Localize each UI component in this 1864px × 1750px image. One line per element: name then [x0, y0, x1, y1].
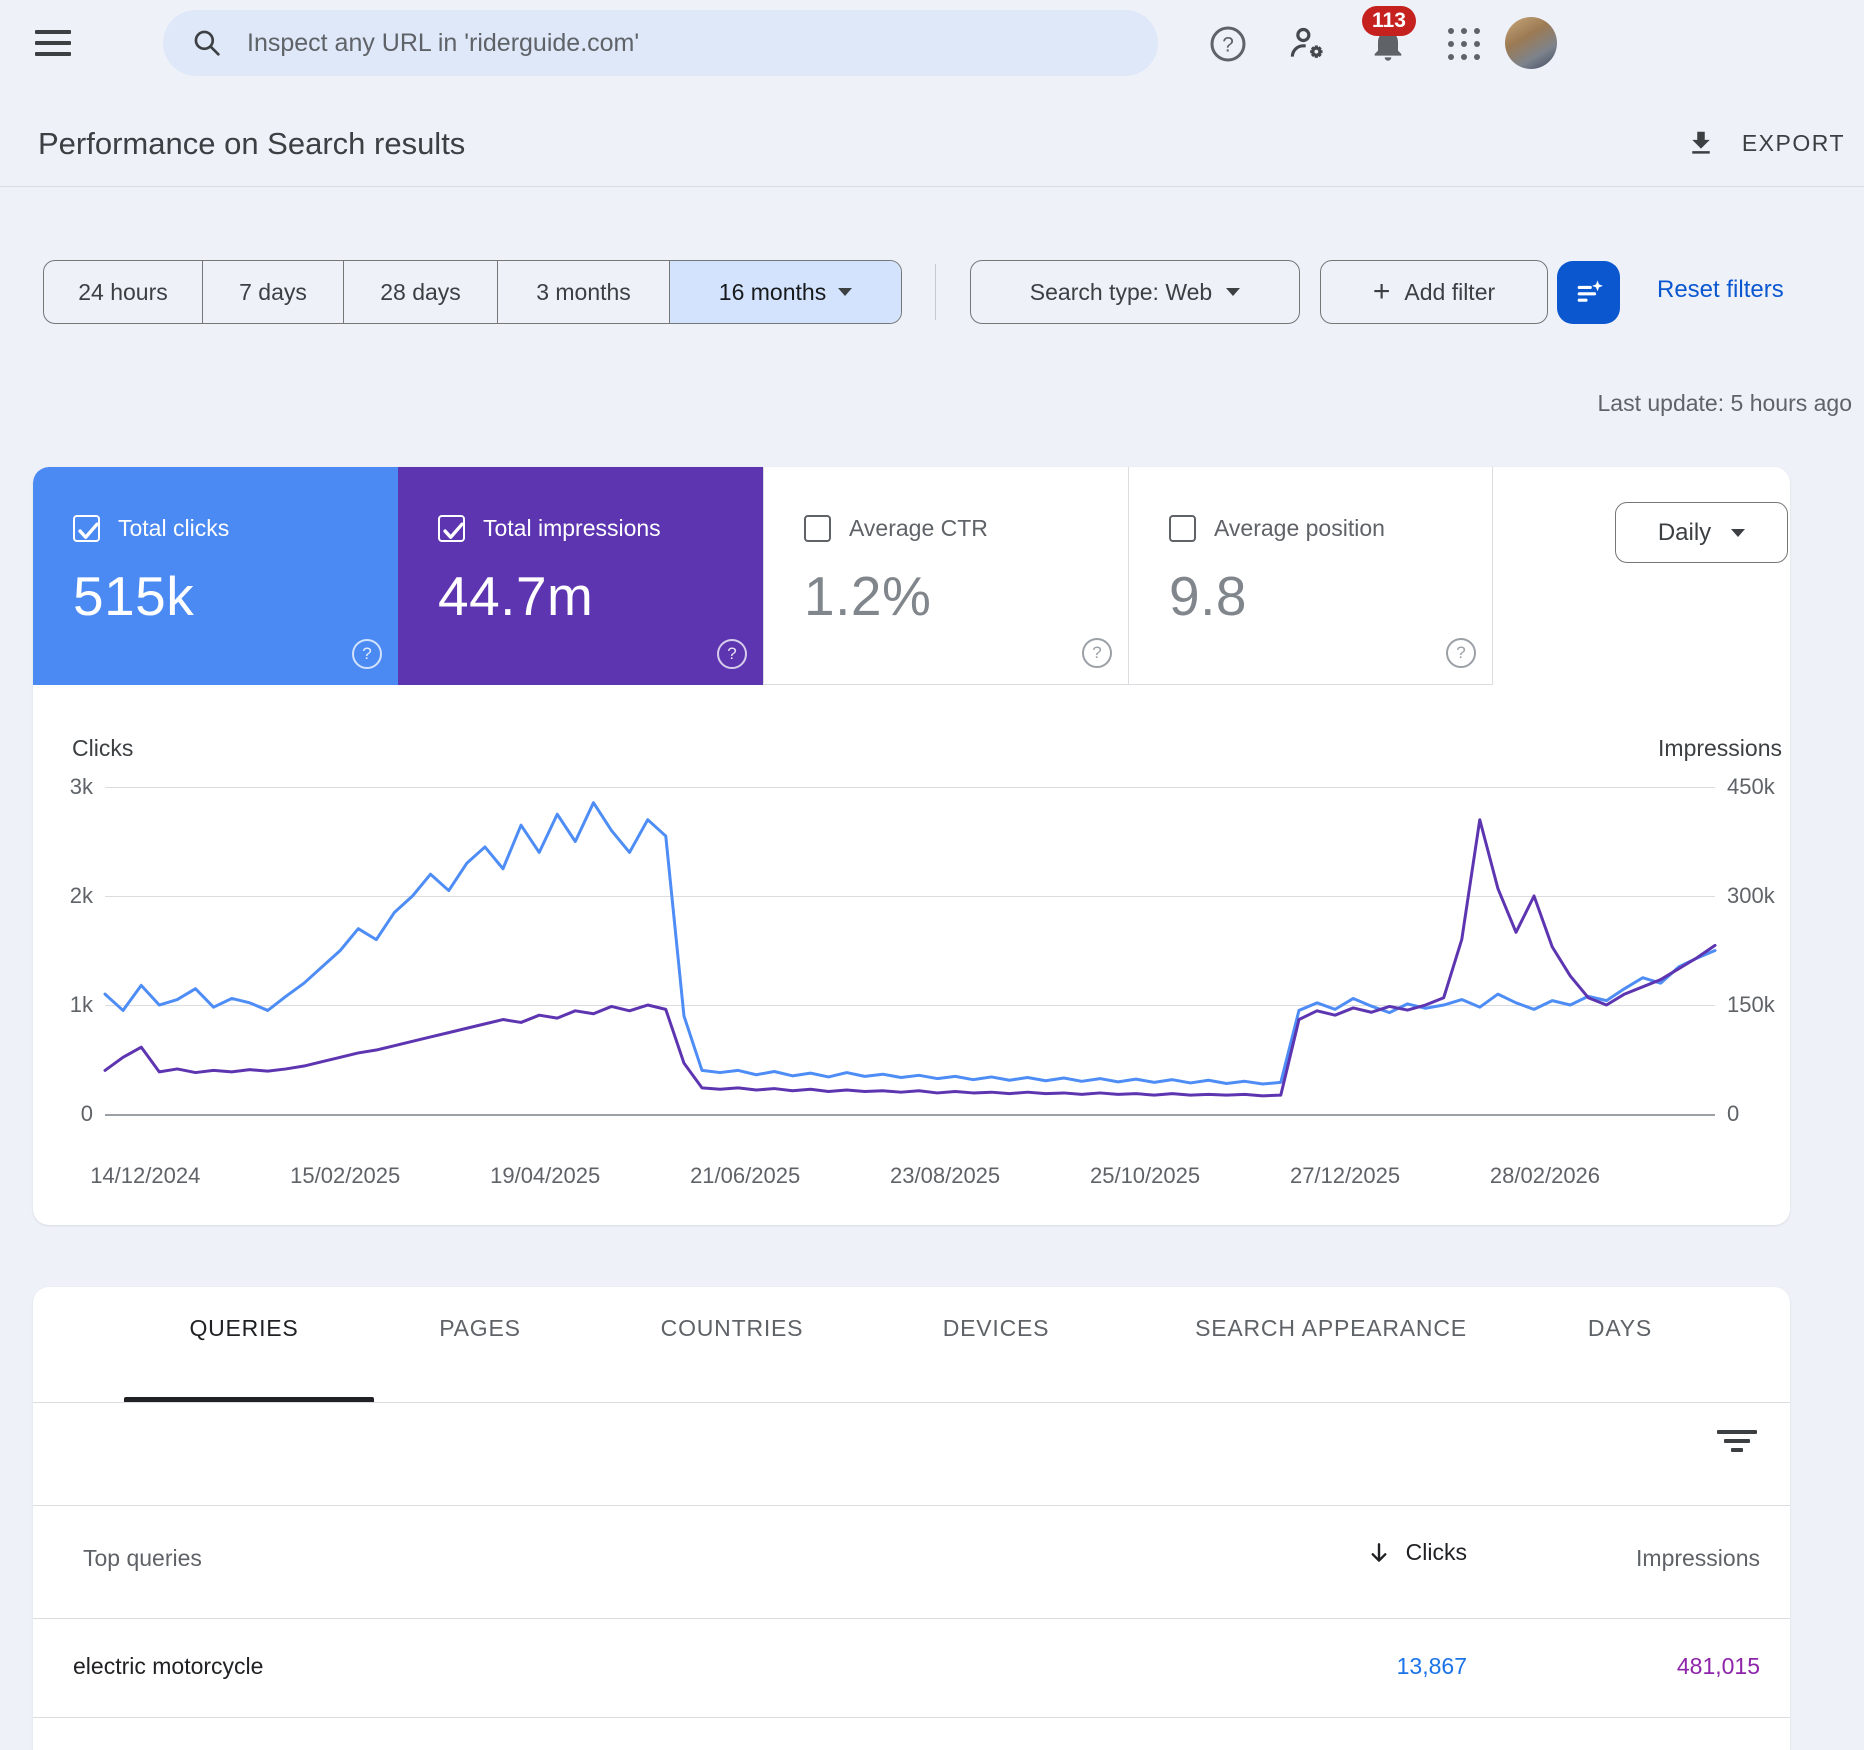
gridline: [105, 1114, 1715, 1116]
filter-settings-button[interactable]: [1557, 261, 1620, 324]
metric-value: 9.8: [1169, 564, 1492, 628]
x-axis-tick: 15/02/2025: [290, 1163, 400, 1189]
right-axis-tick: 450k: [1727, 774, 1775, 800]
left-axis-tick: 0: [81, 1101, 93, 1127]
date-range-24-hours[interactable]: 24 hours: [44, 261, 203, 323]
add-filter-label: Add filter: [1404, 279, 1495, 306]
apps-grid-icon[interactable]: [1444, 24, 1484, 64]
performance-chart-card: Total clicks 515k? Total impressions 44.7m?…: [33, 467, 1790, 1225]
search-icon: [191, 27, 223, 59]
series-line-impressions: [105, 820, 1715, 1096]
tab-search-appearance[interactable]: SEARCH APPEARANCE: [1195, 1315, 1467, 1342]
last-update-text: Last update: 5 hours ago: [1598, 390, 1852, 417]
left-axis-tick: 3k: [70, 774, 93, 800]
filter-sparkle-icon: [1572, 276, 1606, 310]
left-axis-tick: 1k: [70, 992, 93, 1018]
metric-card-total-clicks[interactable]: Total clicks 515k?: [33, 467, 398, 685]
x-axis-tick: 23/08/2025: [890, 1163, 1000, 1189]
notification-count-badge: 113: [1362, 6, 1416, 36]
chevron-down-icon: [1731, 529, 1745, 537]
tab-devices[interactable]: DEVICES: [943, 1315, 1050, 1342]
help-icon[interactable]: ?: [1082, 638, 1112, 668]
column-header-dimension[interactable]: Top queries: [83, 1545, 202, 1572]
help-icon[interactable]: ?: [352, 639, 382, 669]
user-settings-icon[interactable]: [1288, 24, 1328, 64]
date-range-7-days[interactable]: 7 days: [203, 261, 344, 323]
x-axis-tick: 19/04/2025: [490, 1163, 600, 1189]
right-axis-tick: 300k: [1727, 883, 1775, 909]
left-axis-tick: 2k: [70, 883, 93, 909]
table-header-divider-bottom: [33, 1618, 1790, 1619]
table-filter-icon[interactable]: [1717, 1430, 1757, 1464]
impressions-cell: 481,015: [1677, 1653, 1760, 1680]
left-axis-title: Clicks: [72, 735, 133, 762]
metric-label: Average position: [1214, 515, 1385, 542]
line-chart-plot[interactable]: 3k450k2k300k1k150k00: [105, 787, 1715, 1114]
metric-card-average-ctr[interactable]: Average CTR 1.2%?: [763, 467, 1128, 685]
add-filter-chip[interactable]: + Add filter: [1320, 260, 1548, 324]
help-icon[interactable]: ?: [1208, 24, 1248, 64]
x-axis-tick: 28/02/2026: [1490, 1163, 1600, 1189]
table-header-divider-top: [33, 1505, 1790, 1506]
x-axis-tick: 27/12/2025: [1290, 1163, 1400, 1189]
checked-checkbox-icon[interactable]: [73, 515, 100, 542]
download-icon: [1686, 128, 1716, 158]
x-axis-tick: 21/06/2025: [690, 1163, 800, 1189]
row-divider: [33, 1717, 1790, 1718]
search-type-label: Search type: Web: [1030, 279, 1212, 306]
checked-checkbox-icon[interactable]: [438, 515, 465, 542]
tab-countries[interactable]: COUNTRIES: [661, 1315, 804, 1342]
search-type-chip[interactable]: Search type: Web: [970, 260, 1300, 324]
x-axis-tick: 25/10/2025: [1090, 1163, 1200, 1189]
clicks-cell: 13,867: [1397, 1653, 1467, 1680]
column-header-clicks[interactable]: Clicks: [1366, 1539, 1467, 1566]
dimensions-table-card: QUERIES PAGES COUNTRIES DEVICES SEARCH APPEA…: [33, 1287, 1790, 1750]
date-range-3-months[interactable]: 3 months: [498, 261, 670, 323]
top-app-bar: Inspect any URL in 'riderguide.com' ? 11…: [0, 0, 1864, 86]
date-range-segmented-control: 24 hours7 days28 days3 months16 months: [43, 260, 902, 324]
interval-select[interactable]: Daily: [1615, 502, 1788, 563]
reset-filters-link[interactable]: Reset filters: [1657, 276, 1784, 304]
url-inspection-search[interactable]: Inspect any URL in 'riderguide.com': [163, 10, 1158, 76]
unchecked-checkbox-icon[interactable]: [1169, 515, 1196, 542]
query-cell[interactable]: electric motorcycle: [73, 1653, 263, 1680]
metric-card-average-position[interactable]: Average position 9.8?: [1128, 467, 1493, 685]
help-icon[interactable]: ?: [717, 639, 747, 669]
export-label: EXPORT: [1742, 130, 1845, 157]
page-title: Performance on Search results: [38, 126, 465, 162]
metric-value: 44.7m: [438, 564, 763, 628]
series-line-clicks: [105, 803, 1715, 1084]
tab-days[interactable]: DAYS: [1588, 1315, 1652, 1342]
plus-icon: +: [1373, 277, 1391, 307]
x-axis-tick: 14/12/2024: [90, 1163, 200, 1189]
tab-pages[interactable]: PAGES: [439, 1315, 521, 1342]
right-axis-title: Impressions: [1658, 735, 1782, 762]
unchecked-checkbox-icon[interactable]: [804, 515, 831, 542]
search-placeholder: Inspect any URL in 'riderguide.com': [247, 29, 639, 58]
date-range-28-days[interactable]: 28 days: [344, 261, 498, 323]
metric-value: 515k: [73, 564, 398, 628]
tabs-divider: [33, 1402, 1790, 1403]
metric-label: Total impressions: [483, 515, 661, 542]
right-axis-tick: 150k: [1727, 992, 1775, 1018]
chevron-down-icon: [1226, 288, 1240, 296]
export-button[interactable]: EXPORT: [1686, 128, 1845, 158]
header-divider: [0, 186, 1864, 187]
metric-label: Average CTR: [849, 515, 988, 542]
date-range-16-months[interactable]: 16 months: [670, 261, 901, 323]
help-icon[interactable]: ?: [1446, 638, 1476, 668]
sort-descending-icon: [1366, 1540, 1392, 1566]
filter-row-divider: [935, 264, 936, 320]
chevron-down-icon: [838, 288, 852, 296]
metric-label: Total clicks: [118, 515, 229, 542]
avatar[interactable]: [1505, 17, 1557, 69]
tab-queries[interactable]: QUERIES: [189, 1315, 298, 1342]
column-header-impressions[interactable]: Impressions: [1636, 1545, 1760, 1572]
right-axis-tick: 0: [1727, 1101, 1739, 1127]
menu-icon[interactable]: [35, 30, 71, 56]
interval-label: Daily: [1658, 519, 1711, 547]
metric-card-total-impressions[interactable]: Total impressions 44.7m?: [398, 467, 763, 685]
svg-text:?: ?: [1222, 33, 1234, 56]
metric-value: 1.2%: [804, 564, 1128, 628]
